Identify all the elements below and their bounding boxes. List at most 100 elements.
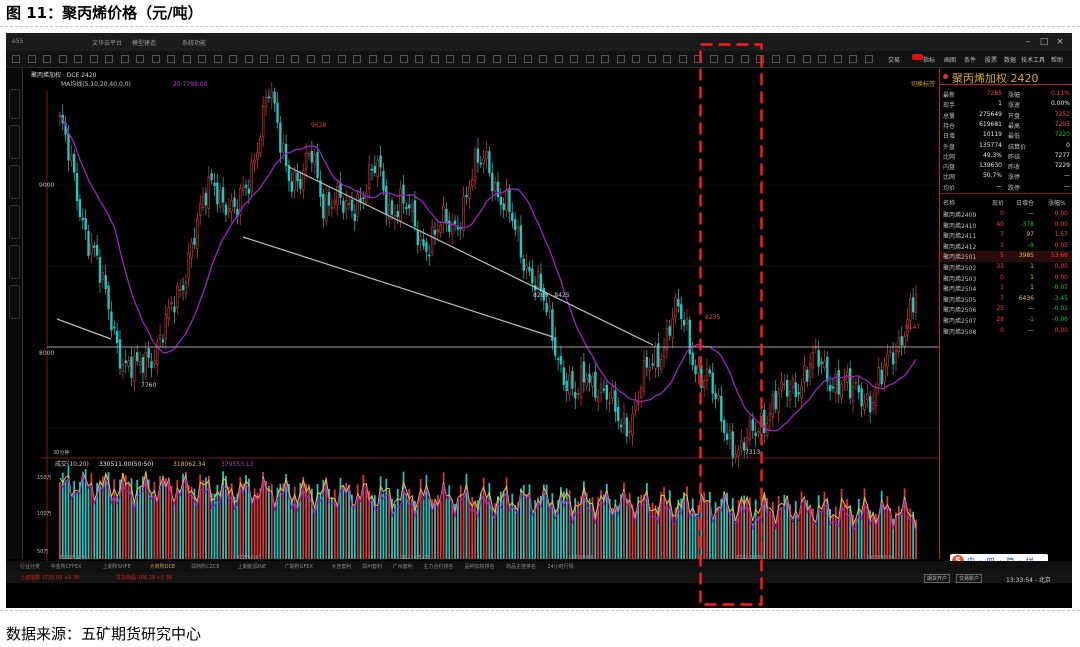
toolbar-tool-icon[interactable] — [802, 55, 811, 63]
menu-draw[interactable]: 画图 — [944, 57, 957, 64]
exchange-tab[interactable]: 中金所CFFEX — [50, 564, 82, 570]
toolbar-tool-icon[interactable] — [353, 55, 361, 63]
toolbar-tool-icon[interactable] — [477, 55, 485, 63]
toolbar-tool-icon[interactable] — [430, 55, 439, 63]
toolbar-tool-icon[interactable] — [725, 55, 733, 63]
contract-row[interactable]: 聚丙烯2507 28 -1 -0.06 — [943, 316, 1068, 325]
toolbar-tool-icon[interactable] — [167, 55, 175, 63]
sidebar-tab-4[interactable] — [9, 205, 20, 239]
toolbar-tool-icon[interactable] — [89, 55, 98, 63]
exchange-tab[interactable]: 上期所SHFE — [102, 564, 131, 570]
menu-help[interactable]: 帮助 — [1051, 57, 1064, 64]
contract-row[interactable]: 聚丙烯2503 0 1 0.00 — [943, 273, 1068, 283]
toolbar-tool-icon[interactable] — [399, 55, 408, 63]
toolbar-tool-icon[interactable] — [461, 55, 470, 63]
exchange-tab[interactable]: 广州套利 — [392, 564, 413, 570]
toolbar-tool-icon[interactable] — [120, 55, 129, 63]
menu-stock[interactable]: 股票 — [985, 57, 998, 64]
toolbar-tool-icon[interactable] — [151, 55, 160, 63]
exchange-tab[interactable]: 行业分类 — [20, 564, 41, 570]
menu-item-model[interactable]: 模型建造 — [132, 40, 157, 47]
sidebar-tab-6[interactable] — [9, 285, 20, 319]
toolbar-tool-icon[interactable] — [740, 55, 749, 63]
toolbar-tool-icon[interactable] — [849, 55, 857, 63]
contract-row[interactable]: 聚丙烯2504 1 1 -0.07 — [943, 284, 1068, 294]
contract-row[interactable]: 聚丙烯2412 1 -9 0.05 — [943, 241, 1068, 251]
toolbar-tool-icon[interactable] — [539, 55, 547, 63]
toolbar-tool-icon[interactable] — [833, 55, 842, 63]
exchange-tab[interactable]: 品种加权排名 — [464, 564, 495, 570]
toolbar-tool-icon[interactable] — [508, 55, 516, 63]
trading-account-button[interactable]: 交易账户 — [956, 574, 983, 583]
toolbar-tool-icon[interactable] — [74, 55, 82, 63]
contract-row[interactable]: 聚丙烯2411 7 97 1.57 — [943, 231, 1068, 241]
trendline-left[interactable] — [56, 318, 112, 340]
toolbar-tool-icon[interactable] — [244, 55, 253, 63]
menu-trade[interactable]: 交易 — [888, 57, 901, 64]
contract-row[interactable]: 聚丙烯2502 33 1 0.00 — [943, 263, 1068, 272]
trendline-middle[interactable] — [242, 236, 554, 338]
toolbar-tool-icon[interactable] — [415, 55, 423, 63]
menu-tools[interactable]: 技术工具 — [1021, 57, 1046, 64]
toolbar-tool-icon[interactable] — [182, 55, 191, 63]
toolbar-tool-icon[interactable] — [322, 55, 330, 63]
toolbar-tool-icon[interactable] — [306, 55, 315, 63]
exchange-tab[interactable]: 大连套利 — [331, 564, 352, 570]
menu-data[interactable]: 数据 — [1004, 57, 1017, 64]
toolbar-tool-icon[interactable] — [678, 55, 687, 63]
toolbar-tool-icon[interactable] — [337, 55, 346, 63]
toolbar-tool-icon[interactable] — [198, 55, 206, 63]
toolbar-tool-icon[interactable] — [43, 55, 51, 63]
toolbar-tool-icon[interactable] — [213, 55, 222, 63]
exchange-tab[interactable]: 商品主连排名 — [506, 564, 537, 570]
menu-indicator[interactable]: 指标 — [923, 57, 936, 64]
toolbar-tool-icon[interactable] — [136, 55, 144, 63]
toolbar-tool-icon[interactable] — [368, 55, 377, 63]
contract-row[interactable]: 聚丙烯2501 5 3985 53.66 — [940, 251, 1072, 262]
contract-row[interactable]: 聚丙烯2506 25— -0.01 — [943, 305, 1068, 315]
menu-condition[interactable]: 条件 — [964, 57, 977, 64]
toolbar-tool-icon[interactable] — [771, 55, 780, 63]
toolbar-tool-icon[interactable] — [58, 55, 67, 63]
sidebar-tab-1[interactable] — [9, 89, 20, 119]
exchange-tab[interactable]: 广期所GFEX — [284, 564, 313, 570]
exchange-tab[interactable]: 24小时行情 — [547, 564, 574, 570]
contract-row[interactable]: 聚丙烯2410 40 -378 0.00 — [943, 220, 1068, 230]
toolbar-tool-icon[interactable] — [616, 55, 625, 63]
toolbar-tool-icon[interactable] — [523, 55, 532, 63]
toolbar-tool-icon[interactable] — [446, 55, 454, 63]
exchange-tab[interactable]: 上期能源INE — [237, 564, 267, 570]
sidebar-tab-5[interactable] — [9, 245, 20, 279]
open-account-button[interactable]: 期货开户 — [924, 574, 951, 583]
toolbar-tool-icon[interactable] — [570, 55, 578, 63]
toolbar-tool-icon[interactable] — [632, 55, 640, 63]
sidebar-tab-3[interactable] — [9, 165, 20, 199]
toolbar-tool-icon[interactable] — [787, 55, 795, 63]
toolbar-tool-icon[interactable] — [384, 55, 392, 63]
sidebar-tab-2[interactable] — [9, 125, 20, 159]
minimize-button[interactable]: – — [1025, 37, 1031, 47]
toolbar-tool-icon[interactable] — [647, 55, 656, 63]
contract-row[interactable]: 聚丙烯2409 0—0.00 — [943, 210, 1068, 219]
contract-row[interactable]: 聚丙烯2505 7 6436 -3.45 — [943, 294, 1068, 304]
menu-item-cloud[interactable]: 文华云平台 — [92, 40, 123, 47]
toolbar-tool-icon[interactable] — [756, 55, 764, 63]
exchange-tab[interactable]: 郑商所CZCE — [191, 564, 220, 570]
toolbar-tool-icon[interactable] — [12, 55, 20, 63]
toolbar-tool-icon[interactable] — [709, 55, 718, 63]
toolbar-tool-icon[interactable] — [585, 55, 594, 63]
toolbar-tool-icon[interactable] — [818, 55, 826, 63]
toolbar-tool-icon[interactable] — [663, 55, 671, 63]
draw-label[interactable]: 切换标签 — [911, 80, 935, 88]
toolbar-tool-icon[interactable] — [27, 55, 36, 63]
maximize-button[interactable]: □ — [1039, 37, 1049, 47]
toolbar-tool-icon[interactable] — [601, 55, 609, 63]
toolbar-tool-icon[interactable] — [492, 55, 501, 63]
trendline-upper[interactable] — [288, 166, 654, 346]
toolbar-tool-icon[interactable] — [275, 55, 284, 63]
contract-row[interactable]: 聚丙烯2508 0—0.00 — [943, 326, 1068, 336]
exchange-tab[interactable]: 大商所DCE — [149, 564, 176, 570]
toolbar-tool-icon[interactable] — [291, 55, 299, 63]
toolbar-tool-icon[interactable] — [229, 55, 237, 63]
toolbar-tool-icon[interactable] — [554, 55, 563, 63]
